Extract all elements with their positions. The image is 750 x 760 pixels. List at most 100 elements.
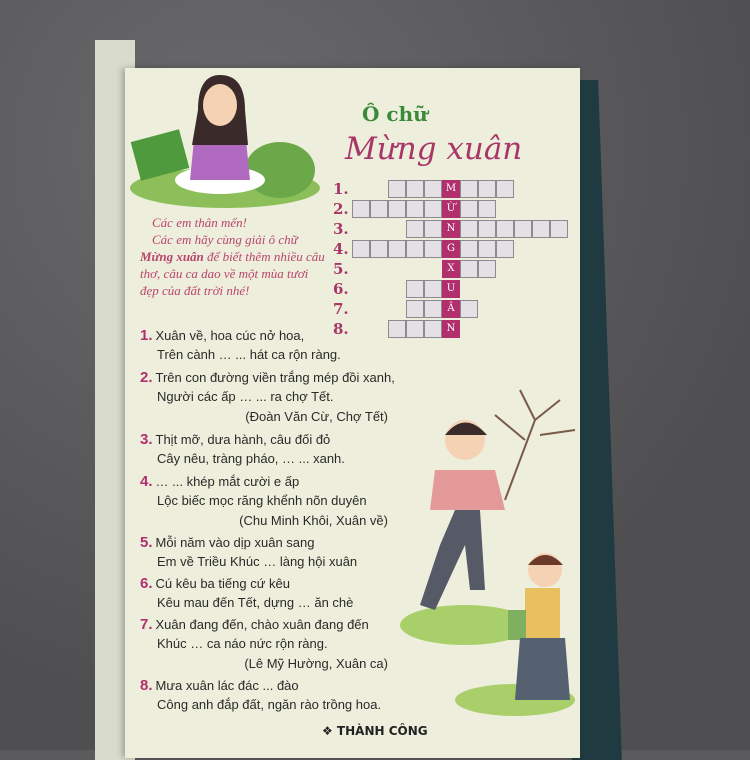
row-number: 3.: [333, 220, 349, 238]
clue-number: 3.: [140, 431, 153, 448]
answer-cell[interactable]: [424, 200, 442, 218]
answer-cell[interactable]: [460, 260, 478, 278]
answer-cell[interactable]: [406, 280, 424, 298]
answer-cell[interactable]: [460, 200, 478, 218]
answer-cell[interactable]: [532, 220, 550, 238]
clue-line-1: Mưa xuân lác đác ... đào: [155, 678, 299, 693]
row-number: 7.: [333, 300, 349, 318]
answer-cell[interactable]: [478, 200, 496, 218]
intro-post: để biết thêm nhiều câu thơ, câu ca dao v…: [140, 249, 325, 298]
intro-greeting: Các em thân mến!: [152, 215, 247, 230]
answer-cell[interactable]: [352, 240, 370, 258]
answer-cell[interactable]: [406, 300, 424, 318]
clue-2: 2. Trên con đường viền trắng mép đồi xanh…: [140, 368, 395, 406]
clue-line-1: Cú kêu ba tiếng cứ kêu: [155, 576, 290, 591]
clue-line-1: Trên con đường viền trắng mép đồi xanh,: [155, 370, 395, 385]
answer-cell[interactable]: [424, 280, 442, 298]
answer-cell[interactable]: [370, 200, 388, 218]
answer-cell[interactable]: [478, 220, 496, 238]
answer-cell[interactable]: [496, 180, 514, 198]
answer-cell[interactable]: [406, 320, 424, 338]
clue-line-1: Xuân đang đến, chào xuân đang đến: [155, 617, 369, 632]
clue-6: 6. Cú kêu ba tiếng cứ kêu Kêu mau đến Tết,…: [140, 574, 353, 612]
answer-cell[interactable]: [514, 220, 532, 238]
clue-number: 7.: [140, 616, 153, 633]
clue-line-2: Em về Triều Khúc … làng hội xuân: [157, 554, 358, 569]
clue-number: 4.: [140, 473, 153, 490]
key-cell: Â: [442, 300, 460, 318]
row-number: 5.: [333, 260, 349, 278]
clue-line-2: Trên cành … ... hát ca rộn ràng.: [157, 347, 341, 362]
answer-cell[interactable]: [388, 240, 406, 258]
answer-cell[interactable]: [424, 180, 442, 198]
clue-1: 1. Xuân về, hoa cúc nở hoa, Trên cành … ..…: [140, 326, 341, 364]
clue-line-2: Lộc biếc mọc răng khểnh nõn duyên: [157, 493, 367, 508]
answer-cell[interactable]: [460, 300, 478, 318]
answer-cell[interactable]: [352, 200, 370, 218]
clue-5: 5. Mỗi năm vào dịp xuân sang Em về Triều K…: [140, 533, 357, 571]
answer-cell[interactable]: [406, 220, 424, 238]
answer-cell[interactable]: [424, 300, 442, 318]
key-cell: N: [442, 320, 460, 338]
key-cell: U: [442, 280, 460, 298]
clue-line-2: Kêu mau đến Tết, dựng … ăn chè: [157, 595, 354, 610]
clue-number: 5.: [140, 534, 153, 551]
clue-number: 8.: [140, 677, 153, 694]
clue-number: 6.: [140, 575, 153, 592]
answer-cell[interactable]: [388, 200, 406, 218]
clue-line-1: Xuân về, hoa cúc nở hoa,: [155, 328, 305, 343]
clue-source: (Lê Mỹ Hường, Xuân ca): [244, 656, 388, 671]
clue-7: 7. Xuân đang đến, chào xuân đang đến Khúc …: [140, 615, 369, 653]
publisher-brand: ❖ THÀNH CÔNG: [322, 724, 428, 738]
clue-line-1: Mỗi năm vào dịp xuân sang: [155, 535, 315, 550]
answer-cell[interactable]: [424, 240, 442, 258]
row-number: 1.: [333, 180, 349, 198]
key-cell: Ừ: [442, 200, 460, 218]
clue-source: (Đoàn Văn Cừ, Chợ Tết): [245, 409, 388, 424]
children-illustration: [400, 389, 576, 716]
girl-illustration: [130, 75, 320, 208]
key-cell: X: [442, 260, 460, 278]
clue-line-2: Cây nêu, tràng pháo, … ... xanh.: [157, 451, 345, 466]
page-title: Mừng xuân: [345, 131, 523, 167]
key-cell: N: [442, 220, 460, 238]
clue-source: (Chu Minh Khôi, Xuân về): [239, 513, 388, 528]
clue-number: 2.: [140, 369, 153, 386]
answer-cell[interactable]: [406, 180, 424, 198]
answer-cell[interactable]: [424, 220, 442, 238]
answer-cell[interactable]: [460, 220, 478, 238]
answer-cell[interactable]: [388, 180, 406, 198]
answer-cell[interactable]: [424, 320, 442, 338]
crossword-label: Ô chữ: [362, 102, 428, 126]
row-number: 4.: [333, 240, 349, 258]
intro-pre: Các em hãy cùng giải ô chữ: [152, 232, 298, 247]
answer-cell[interactable]: [388, 320, 406, 338]
intro-bold: Mừng xuân: [140, 249, 204, 264]
clue-line-1: Thịt mỡ, dưa hành, câu đối đỏ: [155, 432, 331, 447]
row-number: 6.: [333, 280, 349, 298]
answer-cell[interactable]: [460, 240, 478, 258]
row-number: 2.: [333, 200, 349, 218]
answer-cell[interactable]: [496, 220, 514, 238]
answer-cell[interactable]: [460, 180, 478, 198]
answer-cell[interactable]: [550, 220, 568, 238]
intro-text: Các em thân mến! Các em hãy cùng giải ô …: [140, 214, 328, 299]
clue-line-2: Công anh đắp đất, ngăn rào trồng hoa.: [157, 697, 382, 712]
clue-4: 4.… ... khép mắt cười e ấp Lộc biếc mọc r…: [140, 472, 367, 510]
answer-cell[interactable]: [478, 260, 496, 278]
clue-line-1: … ... khép mắt cười e ấp: [155, 474, 300, 489]
answer-cell[interactable]: [370, 240, 388, 258]
key-cell: G: [442, 240, 460, 258]
clue-8: 8. Mưa xuân lác đác ... đào Công anh đắp đ…: [140, 676, 381, 714]
row-number: 8.: [333, 320, 349, 338]
answer-cell[interactable]: [496, 240, 514, 258]
answer-cell[interactable]: [478, 180, 496, 198]
answer-cell[interactable]: [406, 240, 424, 258]
clue-line-2: Khúc … ca náo nức rộn ràng.: [157, 636, 328, 651]
answer-cell[interactable]: [478, 240, 496, 258]
clue-line-2: Người các ấp … ... ra chợ Tết.: [157, 389, 334, 404]
answer-cell[interactable]: [406, 200, 424, 218]
clue-3: 3. Thịt mỡ, dưa hành, câu đối đỏ Cây nêu, …: [140, 430, 345, 468]
key-cell: M: [442, 180, 460, 198]
clue-number: 1.: [140, 327, 153, 344]
